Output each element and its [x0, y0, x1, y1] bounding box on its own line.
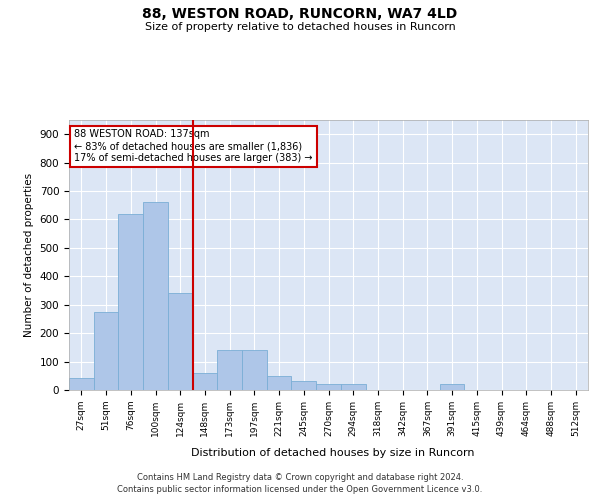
- Text: Contains HM Land Registry data © Crown copyright and database right 2024.: Contains HM Land Registry data © Crown c…: [137, 472, 463, 482]
- Bar: [69, 378, 94, 390]
- Bar: [217, 350, 242, 390]
- Text: Distribution of detached houses by size in Runcorn: Distribution of detached houses by size …: [191, 448, 475, 458]
- Bar: [118, 214, 143, 390]
- Text: 88, WESTON ROAD, RUNCORN, WA7 4LD: 88, WESTON ROAD, RUNCORN, WA7 4LD: [142, 8, 458, 22]
- Bar: [292, 382, 316, 390]
- Bar: [193, 373, 217, 390]
- Bar: [316, 384, 341, 390]
- Bar: [267, 376, 292, 390]
- Bar: [440, 384, 464, 390]
- Bar: [143, 202, 168, 390]
- Bar: [341, 384, 365, 390]
- Bar: [94, 312, 118, 390]
- Text: Contains public sector information licensed under the Open Government Licence v3: Contains public sector information licen…: [118, 485, 482, 494]
- Bar: [242, 350, 267, 390]
- Y-axis label: Number of detached properties: Number of detached properties: [24, 173, 34, 337]
- Text: Size of property relative to detached houses in Runcorn: Size of property relative to detached ho…: [145, 22, 455, 32]
- Text: 88 WESTON ROAD: 137sqm
← 83% of detached houses are smaller (1,836)
17% of semi-: 88 WESTON ROAD: 137sqm ← 83% of detached…: [74, 130, 313, 162]
- Bar: [168, 294, 193, 390]
